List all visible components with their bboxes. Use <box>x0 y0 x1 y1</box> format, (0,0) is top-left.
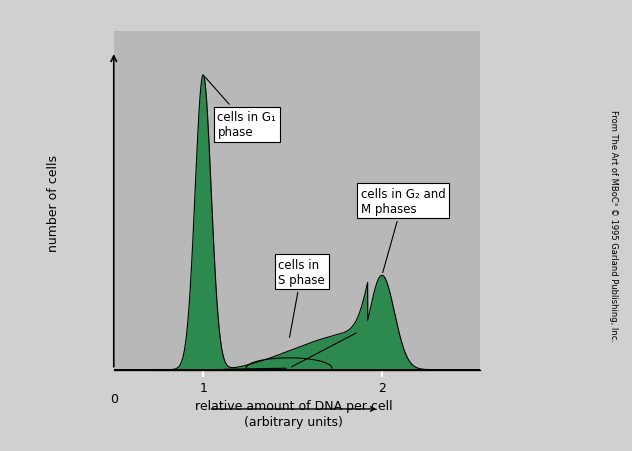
Text: 0: 0 <box>110 392 118 405</box>
Text: From The Art of MBoC³ © 1995 Garland Publishing, Inc.: From The Art of MBoC³ © 1995 Garland Pub… <box>609 110 617 341</box>
Text: cells in
S phase: cells in S phase <box>278 258 325 338</box>
Text: cells in G₂ and
M phases: cells in G₂ and M phases <box>360 188 446 273</box>
Text: number of cells: number of cells <box>47 155 60 251</box>
Text: relative amount of DNA per cell: relative amount of DNA per cell <box>195 400 392 412</box>
Text: (arbitrary units): (arbitrary units) <box>245 415 343 428</box>
Text: cells in G₁
phase: cells in G₁ phase <box>205 78 276 139</box>
